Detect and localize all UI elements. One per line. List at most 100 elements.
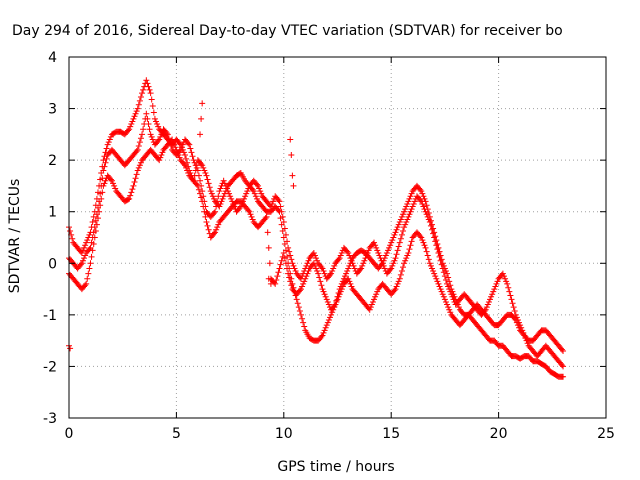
data-point — [186, 141, 193, 148]
data-point — [435, 249, 442, 256]
data-point — [280, 219, 287, 226]
data-point — [446, 306, 453, 313]
data-point — [513, 314, 520, 321]
data-point — [335, 293, 342, 300]
data-point — [145, 83, 152, 90]
data-point — [230, 200, 237, 207]
data-point — [296, 287, 303, 294]
data-point — [396, 219, 403, 226]
data-point — [524, 340, 531, 347]
data-point — [369, 298, 376, 305]
data-point — [135, 142, 142, 149]
data-point — [210, 210, 217, 217]
data-point — [79, 257, 86, 264]
y-tick-label: -1 — [43, 308, 57, 324]
data-point — [319, 332, 326, 339]
data-point — [86, 231, 93, 238]
data-point — [273, 277, 280, 284]
data-point — [285, 244, 292, 251]
data-point — [296, 307, 303, 314]
data-point — [348, 283, 355, 290]
data-point — [93, 211, 100, 218]
data-point — [521, 332, 528, 339]
y-tick-label: 0 — [48, 256, 57, 272]
series-branch-b — [66, 136, 567, 354]
data-point — [103, 145, 110, 152]
data-point — [314, 257, 321, 264]
data-point — [126, 126, 133, 133]
data-point — [320, 268, 327, 275]
data-point — [103, 155, 110, 162]
data-point — [425, 256, 432, 263]
series-isolated — [66, 100, 297, 352]
x-tick-label: 5 — [172, 426, 181, 442]
data-point — [406, 211, 413, 218]
data-point — [96, 198, 103, 205]
data-point — [390, 234, 397, 241]
data-point — [91, 224, 98, 231]
data-point — [436, 283, 443, 290]
data-point — [514, 317, 521, 324]
data-point — [392, 255, 399, 262]
data-point — [438, 261, 445, 268]
data-point — [321, 270, 328, 277]
data-point — [262, 215, 269, 222]
data-point — [336, 291, 343, 298]
data-point — [323, 296, 330, 303]
data-point — [313, 265, 320, 272]
data-point — [126, 195, 133, 202]
data-point — [390, 260, 397, 267]
data-point — [493, 280, 500, 287]
data-point — [403, 255, 410, 262]
y-tick-label: 1 — [48, 205, 57, 221]
data-point — [346, 252, 353, 259]
data-point — [374, 247, 381, 254]
data-point — [140, 126, 147, 133]
data-point — [168, 142, 175, 149]
data-point — [318, 282, 325, 289]
data-point — [507, 292, 514, 299]
data-point — [439, 265, 446, 272]
data-point — [287, 252, 294, 259]
data-point — [83, 239, 90, 246]
data-point — [362, 255, 369, 262]
data-point — [277, 203, 284, 210]
data-point — [133, 148, 140, 155]
data-point — [206, 184, 213, 191]
data-point — [144, 115, 151, 122]
data-point — [343, 270, 350, 277]
data-point — [172, 144, 179, 151]
data-point — [318, 264, 325, 271]
data-point — [86, 246, 93, 253]
data-point — [149, 102, 156, 109]
data-point — [147, 90, 154, 97]
y-tick-label: 2 — [48, 153, 57, 169]
data-point — [129, 118, 136, 125]
data-point — [371, 239, 378, 246]
data-point — [430, 230, 437, 237]
data-point — [372, 242, 379, 249]
data-point — [106, 136, 113, 143]
data-point — [440, 293, 447, 300]
data-point — [363, 252, 370, 259]
data-point — [81, 255, 88, 262]
data-point — [286, 274, 293, 281]
x-tick-label: 10 — [275, 426, 293, 442]
data-point — [98, 182, 105, 189]
data-point — [315, 270, 322, 277]
data-point — [284, 238, 291, 245]
data-point — [202, 213, 209, 220]
data-point — [277, 261, 284, 268]
data-point — [303, 262, 310, 269]
data-point — [112, 185, 119, 192]
data-point — [321, 327, 328, 334]
data-point — [176, 140, 183, 147]
data-point — [372, 293, 379, 300]
data-point — [215, 193, 222, 200]
data-point — [333, 298, 340, 305]
data-point — [396, 275, 403, 282]
data-point — [203, 219, 210, 226]
data-point — [242, 193, 249, 200]
data-point — [69, 235, 76, 242]
data-point — [391, 257, 398, 264]
